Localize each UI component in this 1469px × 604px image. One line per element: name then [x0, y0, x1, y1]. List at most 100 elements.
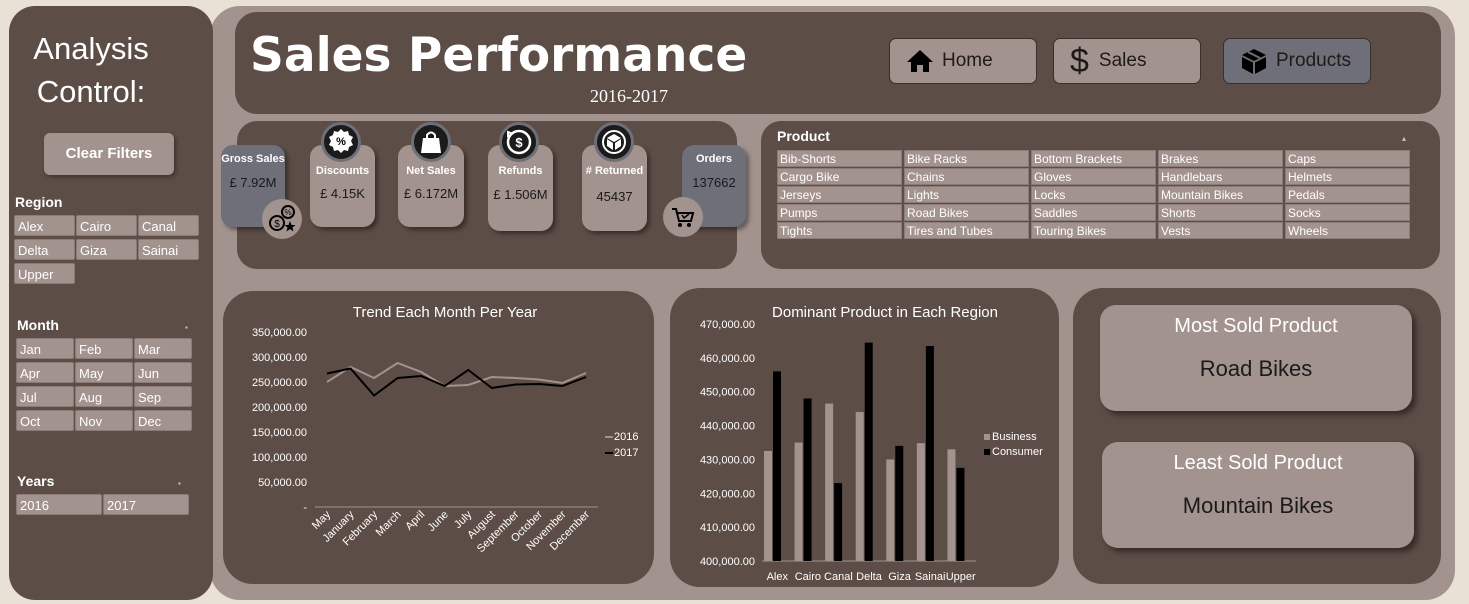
nav-home-label: Home — [942, 50, 993, 71]
month-option-jan[interactable]: Jan — [16, 338, 74, 359]
product-option-vests[interactable]: Vests — [1158, 222, 1283, 239]
legend-label-business: Business — [992, 431, 1037, 443]
y-tick-label: 470,000.00 — [700, 319, 755, 331]
least-sold-label: Least Sold Product — [1173, 452, 1343, 474]
bar-consumer-giza — [895, 445, 904, 561]
product-option-socks[interactable]: Socks — [1285, 204, 1410, 221]
y-tick-label: 440,000.00 — [700, 421, 755, 433]
product-option-mountain-bikes[interactable]: Mountain Bikes — [1158, 186, 1283, 203]
y-tick-label: 400,000.00 — [700, 556, 755, 568]
product-option-lights[interactable]: Lights — [904, 186, 1029, 203]
least-sold-card: Least Sold Product Mountain Bikes — [1102, 442, 1414, 548]
product-option-tires-and-tubes[interactable]: Tires and Tubes — [904, 222, 1029, 239]
bar-business-sainai — [916, 443, 925, 561]
product-option-saddles[interactable]: Saddles — [1031, 204, 1156, 221]
least-sold-value: Mountain Bikes — [1182, 493, 1334, 518]
product-option-helmets[interactable]: Helmets — [1285, 168, 1410, 185]
y-tick-label: 200,000.00 — [252, 402, 307, 414]
product-option-chains[interactable]: Chains — [904, 168, 1029, 185]
product-label: Product — [777, 128, 830, 144]
slicer-menu-dot: ▪ — [178, 479, 181, 488]
region-option-upper[interactable]: Upper — [14, 263, 75, 284]
nav-products-button[interactable]: Products — [1223, 38, 1371, 84]
svg-text:%: % — [336, 136, 346, 148]
y-tick-label: 350,000.00 — [252, 327, 307, 339]
year-option-2016[interactable]: 2016 — [16, 494, 102, 515]
region-label: Region — [15, 194, 63, 210]
legend-swatch-business — [984, 434, 990, 440]
month-option-feb[interactable]: Feb — [75, 338, 133, 359]
svg-text:$: $ — [515, 135, 523, 150]
region-option-delta[interactable]: Delta — [14, 239, 75, 260]
kpi-returned: # Returned 45437 — [582, 145, 647, 231]
bar-consumer-sainai — [925, 346, 934, 561]
return-box-icon — [594, 122, 634, 162]
x-tick-label: Delta — [856, 571, 883, 583]
month-option-jun[interactable]: Jun — [134, 362, 192, 383]
month-option-sep[interactable]: Sep — [134, 386, 192, 407]
month-option-oct[interactable]: Oct — [16, 410, 74, 431]
year-option-2017[interactable]: 2017 — [103, 494, 189, 515]
x-tick-label: Giza — [888, 571, 912, 583]
month-option-may[interactable]: May — [75, 362, 133, 383]
trend-line-chart: - 50,000.00 100,000.00 150,000.00 200,000.00… — [252, 327, 639, 555]
kpi-gross-sales-label: Gross Sales — [221, 153, 285, 165]
bar-consumer-alex — [773, 371, 781, 561]
money-discount-icon: $ % — [262, 199, 302, 239]
product-option-bottom-brackets[interactable]: Bottom Brackets — [1031, 150, 1156, 167]
region-option-giza[interactable]: Giza — [76, 239, 137, 260]
month-option-mar[interactable]: Mar — [134, 338, 192, 359]
page-title: Sales Performance — [250, 28, 748, 83]
kpi-discounts: Discounts £ 4.15K — [310, 145, 375, 227]
nav-home-button[interactable]: Home — [889, 38, 1037, 84]
nav-sales-button[interactable]: $ Sales — [1053, 38, 1201, 84]
product-option-road-bikes[interactable]: Road Bikes — [904, 204, 1029, 221]
kpi-orders-label: Orders — [695, 153, 733, 165]
refund-icon: $ — [499, 122, 539, 162]
product-option-handlebars[interactable]: Handlebars — [1158, 168, 1283, 185]
product-option-pedals[interactable]: Pedals — [1285, 186, 1410, 203]
month-label: Month — [17, 317, 59, 333]
svg-text:$: $ — [274, 219, 280, 230]
product-option-bib-shorts[interactable]: Bib-Shorts — [777, 150, 902, 167]
month-option-aug[interactable]: Aug — [75, 386, 133, 407]
bar-business-cairo — [794, 442, 803, 561]
bar-consumer-cairo — [803, 398, 812, 561]
nav-products-label: Products — [1276, 50, 1351, 71]
product-option-shorts[interactable]: Shorts — [1158, 204, 1283, 221]
product-option-touring-bikes[interactable]: Touring Bikes — [1031, 222, 1156, 239]
x-tick-label: Cairo — [795, 571, 821, 583]
region-option-canal[interactable]: Canal — [138, 215, 199, 236]
y-tick-label: 420,000.00 — [700, 488, 755, 500]
month-option-jul[interactable]: Jul — [16, 386, 74, 407]
product-option-bike-racks[interactable]: Bike Racks — [904, 150, 1029, 167]
trend-chart-title: Trend Each Month Per Year — [352, 304, 538, 321]
nav-sales-label: Sales — [1098, 50, 1147, 71]
product-option-tights[interactable]: Tights — [777, 222, 902, 239]
product-option-gloves[interactable]: Gloves — [1031, 168, 1156, 185]
region-option-sainai[interactable]: Sainai — [138, 239, 199, 260]
y-tick-label: 450,000.00 — [700, 387, 755, 399]
series-line-2016 — [326, 361, 587, 388]
kpi-returned-value: 45437 — [596, 189, 633, 204]
legend-label-2017: 2017 — [614, 447, 638, 459]
month-option-nov[interactable]: Nov — [75, 410, 133, 431]
product-option-pumps[interactable]: Pumps — [777, 204, 902, 221]
product-option-brakes[interactable]: Brakes — [1158, 150, 1283, 167]
product-option-caps[interactable]: Caps — [1285, 150, 1410, 167]
product-option-locks[interactable]: Locks — [1031, 186, 1156, 203]
month-option-dec[interactable]: Dec — [134, 410, 192, 431]
clear-filters-button[interactable]: Clear Filters — [44, 133, 174, 175]
slicer-menu-dot: ▪ — [185, 323, 188, 332]
region-option-cairo[interactable]: Cairo — [76, 215, 137, 236]
most-sold-card: Most Sold Product Road Bikes — [1100, 305, 1412, 411]
product-option-cargo-bike[interactable]: Cargo Bike — [777, 168, 902, 185]
bar-business-upper — [947, 449, 956, 561]
slicer-menu-dot: ▴ — [1402, 134, 1407, 143]
x-tick-label: June — [425, 509, 450, 534]
month-option-apr[interactable]: Apr — [16, 362, 74, 383]
region-option-alex[interactable]: Alex — [14, 215, 75, 236]
product-option-jerseys[interactable]: Jerseys — [777, 186, 902, 203]
product-option-wheels[interactable]: Wheels — [1285, 222, 1410, 239]
